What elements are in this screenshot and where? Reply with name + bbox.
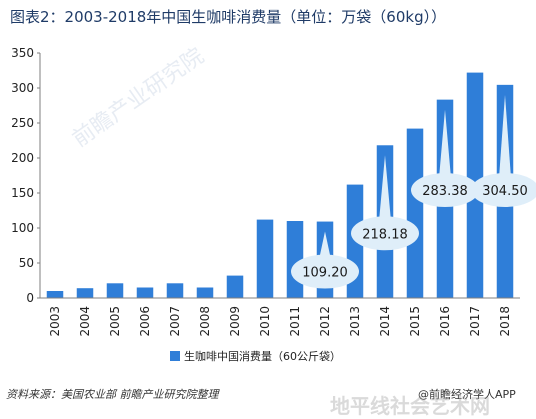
callout-bubble	[351, 216, 419, 251]
bar	[46, 291, 64, 298]
y-tick-label: 0	[26, 291, 34, 305]
x-tick-label: 2007	[168, 306, 182, 337]
data-label: 283.38	[422, 184, 468, 199]
bar	[286, 221, 304, 298]
callout-pointer	[319, 231, 331, 260]
x-tick-label: 2009	[228, 306, 242, 337]
x-tick-label: 2004	[78, 306, 92, 337]
x-tick-label: 2011	[288, 306, 302, 337]
y-tick-label: 250	[11, 116, 34, 130]
data-label: 109.20	[302, 266, 348, 281]
x-tick-label: 2014	[378, 306, 392, 337]
callout-pointer	[379, 155, 391, 222]
legend: 生咖啡中国消费量（60公斤袋）	[170, 349, 341, 363]
y-tick-label: 300	[11, 81, 34, 95]
callout-bubble	[471, 173, 536, 207]
y-tick-label: 350	[11, 46, 34, 60]
legend-label: 生咖啡中国消费量（60公斤袋）	[184, 349, 341, 363]
bar	[106, 283, 124, 298]
x-tick-label: 2006	[138, 306, 152, 337]
x-tick-label: 2018	[498, 306, 512, 337]
y-tick-label: 50	[19, 256, 34, 270]
callouts: 109.20 218.18 283.38 304.50	[291, 94, 536, 289]
x-tick-label: 2013	[348, 306, 362, 337]
data-label: 218.18	[362, 227, 408, 242]
x-axis: 2003 2004 2005 2006 2007 2008 2009 2010 2011 2012…	[40, 297, 520, 337]
x-tick-label: 2010	[258, 306, 272, 337]
x-tick-label: 2003	[48, 306, 62, 337]
x-tick-label: 2015	[408, 306, 422, 337]
source-note: 资料来源：美国农业部 前瞻产业研究院整理	[6, 388, 219, 401]
bar	[136, 287, 154, 298]
bar	[196, 287, 214, 298]
y-axis: 0 50 100 150 200 250 300 350	[11, 46, 41, 305]
callout-pointer	[499, 94, 511, 178]
x-tick-label: 2008	[198, 306, 212, 337]
x-tick-label: 2016	[438, 306, 452, 337]
overlay-watermark: 地平线社会艺术网	[330, 394, 490, 418]
x-tick-label: 2017	[468, 306, 482, 337]
bar	[226, 275, 244, 298]
brand-label: @前瞻经济学人APP	[418, 388, 516, 401]
bar	[166, 283, 184, 298]
y-tick-label: 150	[11, 186, 34, 200]
bar	[256, 219, 274, 298]
legend-swatch	[170, 351, 180, 361]
callout-bubble	[411, 173, 479, 207]
chart-title: 图表2：2003-2018年中国生咖啡消费量（单位：万袋（60kg））	[10, 8, 447, 26]
y-tick-label: 100	[11, 221, 34, 235]
bar	[76, 288, 94, 298]
data-label: 304.50	[482, 184, 528, 199]
callout-pointer	[439, 109, 451, 178]
x-tick-label: 2012	[318, 306, 332, 337]
y-tick-label: 200	[11, 151, 34, 165]
callout-bubble	[291, 254, 359, 289]
bar	[406, 128, 424, 298]
x-tick-label: 2005	[108, 306, 122, 337]
